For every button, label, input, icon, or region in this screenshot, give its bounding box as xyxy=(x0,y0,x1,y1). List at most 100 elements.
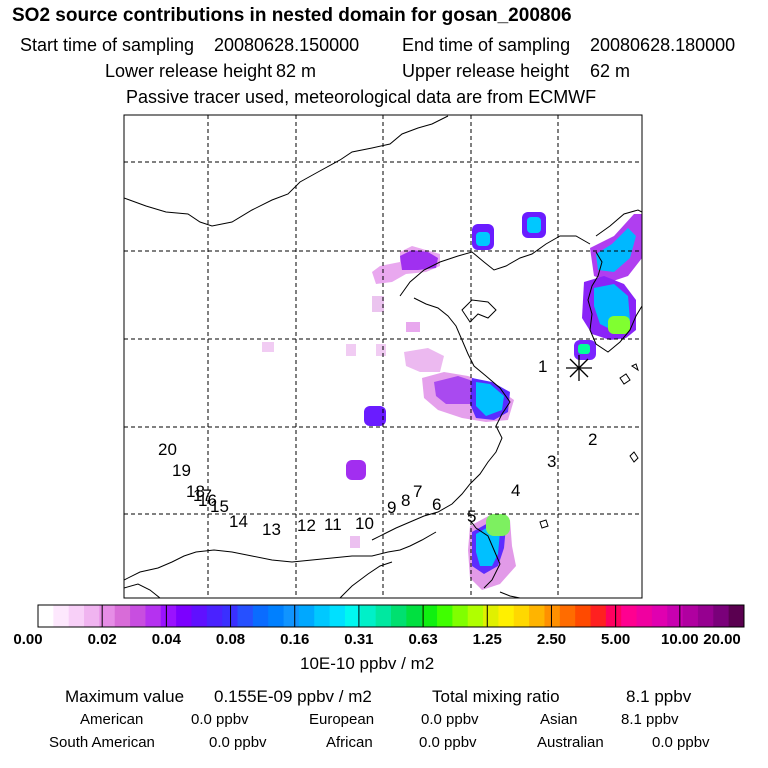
colorbar-swatch xyxy=(114,605,131,627)
colorbar-swatch xyxy=(391,605,407,627)
trajectory-point-label: 15 xyxy=(210,497,229,516)
total-mixing-value: 8.1 ppbv xyxy=(626,687,692,706)
south-american-label: South American xyxy=(49,734,155,751)
receptor-marker xyxy=(566,355,592,381)
colorbar-swatch xyxy=(651,605,668,627)
colorbar-tick-label: 20.00 xyxy=(703,631,741,648)
start-time-label: Start time of sampling xyxy=(20,35,195,55)
african-label: African xyxy=(326,734,373,751)
australian-label: Australian xyxy=(537,734,604,751)
end-time-label: End time of sampling xyxy=(402,35,571,55)
trajectory-point-label: 3 xyxy=(547,452,556,471)
plume-patch xyxy=(406,322,420,332)
trajectory-point-label: 11 xyxy=(324,515,342,534)
plume-patch xyxy=(578,344,590,354)
trajectory-point-label: 5 xyxy=(467,507,476,526)
colorbar-swatch xyxy=(252,605,269,627)
colorbar-swatch xyxy=(99,605,116,627)
trajectory-point-label: 18 xyxy=(186,482,205,501)
plume-patch xyxy=(404,348,444,372)
trajectory-point-label: 20 xyxy=(158,440,177,459)
trajectory-point-label: 16 xyxy=(198,491,217,510)
lower-height-label: Lower release height xyxy=(105,61,273,81)
trajectory-point-label: 4 xyxy=(511,481,520,500)
colorbar-swatch xyxy=(191,605,208,627)
colorbar-swatch xyxy=(421,605,438,627)
colorbar-swatch xyxy=(575,605,592,627)
coastlines xyxy=(124,115,642,598)
colorbar-swatch xyxy=(237,605,254,627)
plume-patch xyxy=(346,460,366,480)
colorbar-swatch xyxy=(206,605,223,627)
south-american-value: 0.0 ppbv xyxy=(209,734,267,751)
australian-value: 0.0 ppbv xyxy=(652,734,710,751)
colorbar-swatch xyxy=(145,605,162,627)
colorbar-swatch xyxy=(176,605,192,627)
colorbar-swatch xyxy=(621,605,638,627)
colorbar-swatch xyxy=(360,605,377,627)
plume-patch xyxy=(476,232,490,246)
max-value: 0.155E-09 ppbv / m2 xyxy=(214,687,372,706)
tracer-note: Passive tracer used, meteorological data… xyxy=(126,87,597,107)
colorbar-swatch xyxy=(283,605,300,627)
upper-height-value: 62 m xyxy=(590,61,631,81)
colorbar-swatch xyxy=(130,605,146,627)
colorbar-swatch xyxy=(38,605,54,627)
concentration-field xyxy=(262,212,642,590)
colorbar xyxy=(37,604,745,628)
colorbar-swatch xyxy=(483,605,499,627)
colorbar-swatch xyxy=(84,605,100,627)
plume-max-patch xyxy=(608,316,630,334)
plume-central-mid xyxy=(434,376,476,404)
european-value: 0.0 ppbv xyxy=(421,711,479,728)
colorbar-swatch xyxy=(636,605,653,627)
colorbar-swatch xyxy=(544,605,561,627)
end-time-value: 20080628.180000 xyxy=(590,35,736,55)
trajectory-point-label: 17 xyxy=(193,486,212,505)
colorbar-swatch xyxy=(437,605,453,627)
trajectory-point-label: 1 xyxy=(538,357,547,376)
colorbar-swatch xyxy=(268,605,285,627)
colorbar-unit: 10E-10 ppbv / m2 xyxy=(300,654,435,673)
trajectory-point-label: 7 xyxy=(413,482,422,501)
colorbar-swatch xyxy=(728,605,745,627)
plume-patch xyxy=(372,296,384,312)
colorbar-swatch xyxy=(697,605,714,627)
colorbar-swatch xyxy=(498,605,515,627)
colorbar-tick-label: 0.04 xyxy=(151,631,181,648)
trajectory-point-label: 10 xyxy=(355,514,374,533)
colorbar-tick-label: 0.08 xyxy=(215,631,246,648)
colorbar-swatch xyxy=(298,605,315,627)
colorbar-swatch xyxy=(160,605,177,627)
colorbar-tick-label: 0.02 xyxy=(87,631,117,648)
colorbar-tick-label: 10.00 xyxy=(661,631,699,648)
colorbar-swatch xyxy=(53,605,70,627)
colorbar-swatch xyxy=(559,605,576,627)
colorbar-tick-label: 5.00 xyxy=(601,631,631,648)
trajectory-point-label: 14 xyxy=(229,512,248,531)
american-label: American xyxy=(80,711,144,728)
colorbar-tick-label: 0.16 xyxy=(280,631,310,648)
map-title: SO2 source contributions in nested domai… xyxy=(12,5,572,26)
plume-patch xyxy=(262,342,274,352)
colorbar-swatch xyxy=(375,605,392,627)
colorbar-tick-label: 1.25 xyxy=(472,631,502,648)
african-value: 0.0 ppbv xyxy=(419,734,477,751)
colorbar-swatch xyxy=(605,605,622,627)
colorbar-swatch xyxy=(329,605,346,627)
colorbar-tick-label: 0.31 xyxy=(344,631,374,648)
asian-value: 8.1 ppbv xyxy=(621,711,679,728)
colorbar-swatch xyxy=(68,605,85,627)
plume-korea-core xyxy=(596,228,636,272)
colorbar-swatch xyxy=(314,605,331,627)
upper-height-label: Upper release height xyxy=(402,61,570,81)
max-value-label: Maximum value xyxy=(65,687,185,706)
colorbar-swatch xyxy=(713,605,730,627)
plume-patch xyxy=(364,406,386,426)
colorbar-swatch xyxy=(467,605,484,627)
map-border xyxy=(123,114,643,599)
colorbar-swatch xyxy=(344,605,361,627)
trajectory-point-label: 9 xyxy=(387,498,396,517)
colorbar-swatch xyxy=(590,605,607,627)
